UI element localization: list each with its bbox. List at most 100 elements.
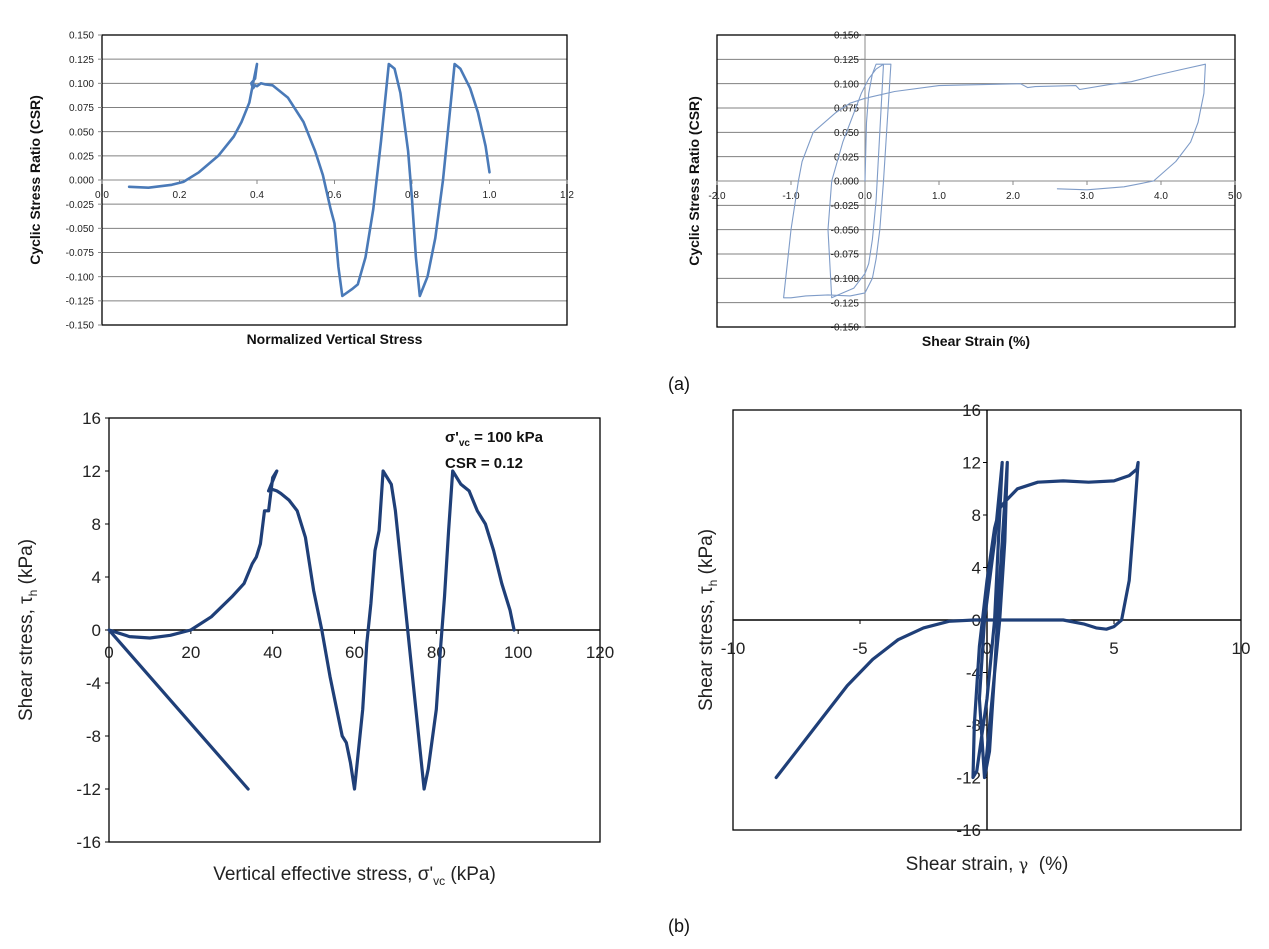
y-axis-label: Cyclic Stress Ratio (CSR) [686, 96, 702, 266]
x-tick-labels: 0 20 40 60 80 100 120 [104, 630, 614, 662]
y-tick-label: -0.075 [66, 248, 95, 259]
series-layer [783, 63, 1206, 299]
x-tick-label: 60 [345, 643, 364, 662]
y-tick-label: -0.025 [831, 201, 860, 212]
x-tick-label: 120 [586, 643, 614, 662]
y-tick-label: 16 [82, 409, 101, 428]
data-series-line [127, 62, 491, 298]
y-tick-label: -0.050 [66, 224, 95, 235]
x-axis-label-main: Vertical effective stress, σ' [213, 864, 433, 885]
annotation-csr: CSR = 0.12 [445, 455, 523, 472]
data-series-line [107, 469, 516, 791]
x-tick-label: 0.4 [250, 190, 264, 201]
x-tick-label: 20 [181, 643, 200, 662]
x-tick-label: 0 [104, 643, 113, 662]
y-tick-label: -8 [86, 727, 101, 746]
y-axis-label-main: Shear stress, τ [696, 586, 717, 711]
y-tick-label: 0.100 [834, 79, 859, 90]
y-tick-label: 12 [962, 454, 981, 473]
y-tick-label: -0.100 [831, 274, 860, 285]
x-axis-label: Normalized Vertical Stress [247, 331, 423, 347]
caption-a: (a) [668, 374, 690, 394]
y-tick-label: -4 [86, 674, 101, 693]
series-layer [127, 62, 491, 298]
x-tick-label: -5 [852, 639, 867, 658]
y-tick-label: 8 [92, 515, 101, 534]
chart-csr-vs-normalized-vertical-stress: 0.150 0.125 0.100 0.075 0.050 0.025 0.000 -0.02… [27, 31, 574, 347]
y-axis-label-main: Shear stress, τ [16, 596, 37, 721]
annotation-consolidation-stress: σ'vc = 100 kPa [445, 429, 544, 449]
y-tick-label: -0.050 [831, 225, 860, 236]
y-tick-labels: 0.150 0.125 0.100 0.075 0.050 0.025 0.000 -0.02… [66, 31, 102, 332]
x-tick-label: 40 [263, 643, 282, 662]
y-tick-label: 0.125 [69, 55, 94, 66]
y-axis-label: Cyclic Stress Ratio (CSR) [27, 95, 43, 265]
x-tick-label: 2.0 [1006, 191, 1020, 202]
chart-csr-vs-shear-strain: 0.150 0.125 0.100 0.075 0.050 0.025 0.000 -0.02… [686, 31, 1242, 349]
x-axis-label: Vertical effective stress, σ'vc (kPa) [213, 864, 496, 888]
y-tick-label: 0.125 [834, 55, 859, 66]
x-axis-label-subscript: vc [433, 874, 445, 888]
y-tick-label: 0.050 [834, 128, 859, 139]
y-tick-label: 0.025 [834, 152, 859, 163]
annotation-sigma: σ' [445, 429, 459, 446]
data-series-line [774, 460, 1140, 780]
y-tick-label: -0.100 [66, 272, 95, 283]
y-tick-label: 4 [972, 559, 981, 578]
x-tick-label: 1.2 [560, 190, 574, 201]
y-axis-label-unit: (kPa) [16, 539, 37, 590]
y-tick-label: 4 [92, 568, 101, 587]
y-tick-label: 0.100 [69, 79, 94, 90]
y-axis-label-subscript: h [706, 580, 720, 587]
x-axis-label-main: Shear strain, [906, 854, 1019, 875]
series-layer [107, 469, 516, 791]
axes [717, 35, 1235, 327]
x-tick-label: 10 [1232, 639, 1251, 658]
x-axis-label-unit: (kPa) [445, 864, 496, 885]
y-tick-label: -0.150 [66, 321, 95, 332]
y-tick-label: 0.000 [834, 177, 859, 188]
x-tick-label: -10 [721, 639, 746, 658]
x-tick-label: 0.2 [173, 190, 187, 201]
y-tick-label: 12 [82, 462, 101, 481]
x-tick-label: 4.0 [1154, 191, 1168, 202]
x-tick-label: 5.0 [1228, 191, 1242, 202]
annotation-value: = 100 kPa [470, 429, 544, 446]
x-tick-labels: 0.0 0.2 0.4 0.6 0.8 1.0 1.2 [95, 180, 574, 201]
caption-b: (b) [668, 916, 690, 936]
y-tick-label: -0.025 [66, 200, 95, 211]
y-tick-label: 8 [972, 506, 981, 525]
x-tick-label: -1.0 [782, 191, 800, 202]
y-tick-label: -12 [76, 780, 101, 799]
x-tick-label: 100 [504, 643, 532, 662]
y-tick-label: 16 [962, 401, 981, 420]
y-tick-label: 0.150 [69, 31, 94, 42]
x-axis-label-unit: (%) [1028, 854, 1068, 875]
y-tick-label: -0.150 [831, 323, 860, 334]
y-tick-label: 0.075 [834, 104, 859, 115]
x-tick-label: 1.0 [483, 190, 497, 201]
x-tick-labels: -2.0 -1.0 0.0 1.0 2.0 3.0 4.0 5.0 [708, 181, 1242, 202]
data-series-line [783, 63, 1206, 299]
y-tick-label: 0.025 [69, 151, 94, 162]
series-layer [774, 460, 1140, 780]
x-tick-label: -2.0 [708, 191, 726, 202]
y-axis-label: Shear stress, τh (kPa) [16, 539, 40, 721]
y-tick-label: -16 [956, 821, 981, 840]
x-tick-labels: -10 -5 0 5 10 [721, 620, 1251, 658]
x-axis-label: Shear Strain (%) [922, 333, 1030, 349]
y-axis-label: Shear stress, τh (kPa) [696, 529, 720, 711]
x-tick-label: 0.0 [858, 191, 872, 202]
x-tick-label: 0.0 [95, 190, 109, 201]
y-tick-label: -16 [76, 833, 101, 852]
annotation-subscript: vc [459, 438, 471, 449]
y-axis-label-subscript: h [26, 590, 40, 597]
x-axis-label-gamma: γ [1019, 855, 1029, 874]
y-tick-label: 0.075 [69, 103, 94, 114]
x-tick-label: 3.0 [1080, 191, 1094, 202]
y-tick-label: 0.050 [69, 127, 94, 138]
y-tick-label: 0 [92, 621, 101, 640]
y-tick-label: -0.125 [66, 296, 95, 307]
